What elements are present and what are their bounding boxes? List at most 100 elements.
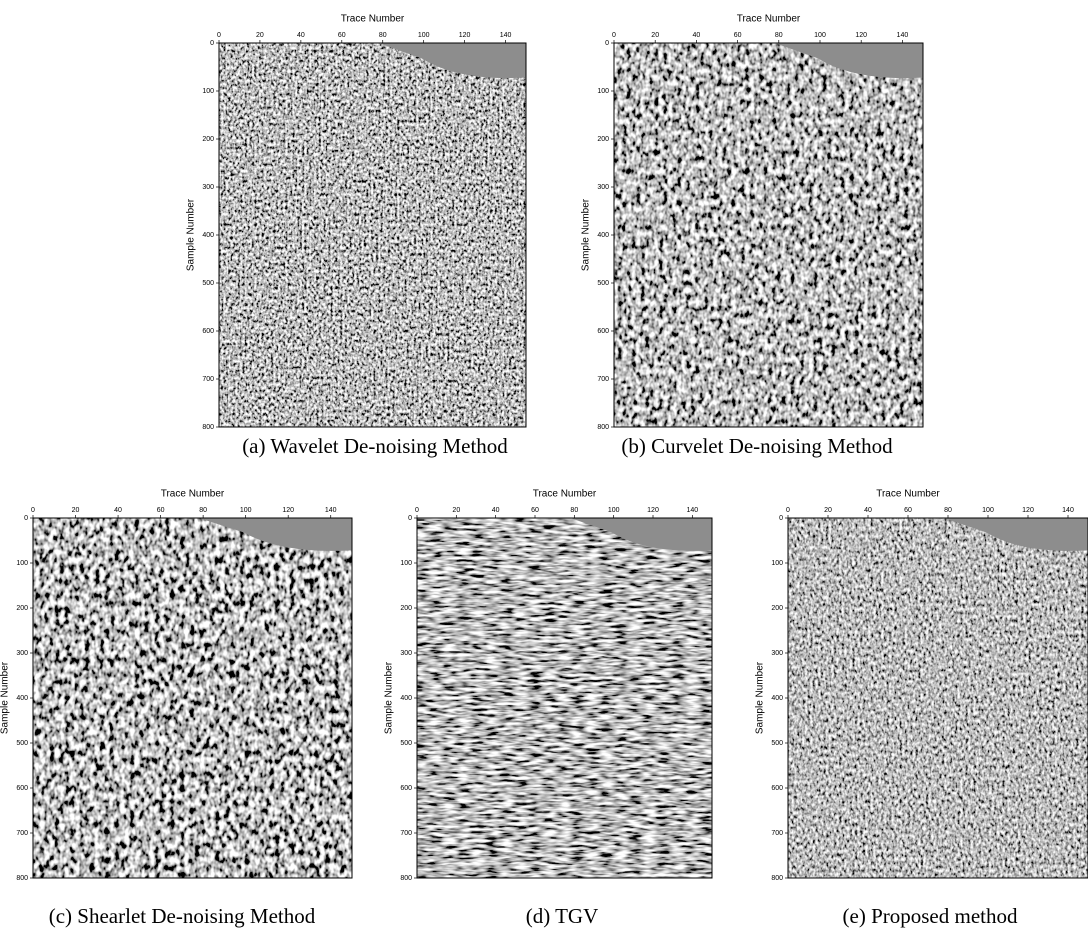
y-axis-title: Sample Number (384, 661, 395, 734)
x-tick-label: 100 (608, 507, 620, 514)
x-tick-label: 40 (864, 507, 872, 514)
caption: (c) Shearlet De-noising Method (49, 904, 316, 928)
x-tick-label: 60 (338, 32, 346, 39)
y-axis-title: Sample Number (0, 661, 11, 734)
x-tick-label: 20 (452, 507, 460, 514)
y-tick-label: 700 (16, 830, 28, 837)
x-tick-label: 40 (693, 32, 701, 39)
y-tick-label: 400 (16, 695, 28, 702)
x-tick-label: 0 (786, 507, 790, 514)
x-tick-label: 80 (199, 507, 207, 514)
x-axis-title: Trace Number (737, 14, 801, 25)
y-tick-label: 300 (400, 650, 412, 657)
x-tick-label: 0 (415, 507, 419, 514)
x-tick-label: 140 (897, 32, 909, 39)
y-tick-label: 200 (16, 605, 28, 612)
y-tick-label: 600 (771, 785, 783, 792)
x-tick-label: 40 (297, 32, 305, 39)
y-tick-label: 500 (16, 740, 28, 747)
y-tick-label: 500 (400, 740, 412, 747)
x-tick-label: 140 (1062, 507, 1074, 514)
x-tick-label: 80 (570, 507, 578, 514)
x-tick-label: 140 (325, 507, 337, 514)
seismic-image (219, 43, 526, 427)
y-tick-label: 600 (16, 785, 28, 792)
y-tick-label: 800 (400, 875, 412, 882)
y-tick-label: 0 (408, 515, 412, 522)
y-tick-label: 0 (605, 40, 609, 47)
x-tick-label: 120 (282, 507, 294, 514)
seismic-image (788, 518, 1088, 878)
y-tick-label: 200 (771, 605, 783, 612)
x-axis-title: Trace Number (161, 489, 225, 500)
x-tick-label: 120 (459, 32, 471, 39)
x-tick-label: 0 (31, 507, 35, 514)
y-tick-label: 200 (597, 136, 609, 143)
y-tick-label: 200 (202, 136, 214, 143)
y-tick-label: 400 (400, 695, 412, 702)
y-tick-label: 300 (597, 184, 609, 191)
caption: (e) Proposed method (843, 904, 1018, 928)
y-tick-label: 700 (202, 376, 214, 383)
seismic-image (33, 518, 352, 878)
water-layer (774, 43, 923, 79)
x-tick-label: 140 (500, 32, 512, 39)
y-axis-title: Sample Number (186, 198, 197, 271)
x-tick-label: 120 (1022, 507, 1034, 514)
x-tick-label: 100 (814, 32, 826, 39)
x-tick-label: 140 (686, 507, 698, 514)
caption: (a) Wavelet De-noising Method (242, 434, 508, 458)
x-tick-label: 20 (256, 32, 264, 39)
water-layer (570, 518, 712, 551)
y-axis-title: Sample Number (581, 198, 592, 271)
y-tick-label: 0 (210, 40, 214, 47)
x-tick-label: 100 (418, 32, 430, 39)
x-tick-label: 0 (612, 32, 616, 39)
y-tick-label: 0 (24, 515, 28, 522)
x-tick-label: 20 (651, 32, 659, 39)
panel: 0 20 40 60 80 100 120 140 0 100 200 300 400 500 600 700… (186, 14, 527, 458)
x-axis-title: Trace Number (533, 489, 597, 500)
x-tick-label: 100 (240, 507, 252, 514)
caption: (d) TGV (526, 904, 599, 928)
seismic-image (417, 518, 712, 878)
y-tick-label: 400 (202, 232, 214, 239)
y-tick-label: 400 (597, 232, 609, 239)
caption: (b) Curvelet De-noising Method (621, 434, 893, 458)
x-tick-label: 120 (855, 32, 867, 39)
y-tick-label: 300 (202, 184, 214, 191)
y-tick-label: 700 (597, 376, 609, 383)
x-tick-label: 80 (775, 32, 783, 39)
water-layer (944, 518, 1088, 551)
x-tick-label: 80 (944, 507, 952, 514)
y-tick-label: 100 (400, 560, 412, 567)
x-tick-label: 60 (904, 507, 912, 514)
y-tick-label: 0 (779, 515, 783, 522)
x-tick-label: 0 (217, 32, 221, 39)
x-tick-label: 40 (114, 507, 122, 514)
x-tick-label: 40 (492, 507, 500, 514)
y-tick-label: 500 (202, 280, 214, 287)
y-tick-label: 500 (597, 280, 609, 287)
x-tick-label: 60 (157, 507, 165, 514)
y-tick-label: 800 (202, 424, 214, 431)
y-tick-label: 700 (771, 830, 783, 837)
panel: 0 20 40 60 80 100 120 140 0 100 200 300 400 500 600 700… (384, 489, 713, 928)
x-tick-label: 120 (647, 507, 659, 514)
y-tick-label: 100 (597, 88, 609, 95)
y-tick-label: 500 (771, 740, 783, 747)
panel: 0 20 40 60 80 100 120 140 0 100 200 300 400 500 600 700… (581, 14, 924, 458)
x-axis-title: Trace Number (876, 489, 940, 500)
y-tick-label: 800 (597, 424, 609, 431)
y-tick-label: 800 (16, 875, 28, 882)
y-tick-label: 700 (400, 830, 412, 837)
y-tick-label: 600 (202, 328, 214, 335)
y-tick-label: 100 (202, 88, 214, 95)
panel: 0 20 40 60 80 100 120 140 0 100 200 300 400 500 600 700… (0, 489, 353, 928)
x-tick-label: 20 (824, 507, 832, 514)
y-tick-label: 100 (16, 560, 28, 567)
y-tick-label: 200 (400, 605, 412, 612)
y-axis-title: Sample Number (755, 661, 766, 734)
x-tick-label: 20 (72, 507, 80, 514)
